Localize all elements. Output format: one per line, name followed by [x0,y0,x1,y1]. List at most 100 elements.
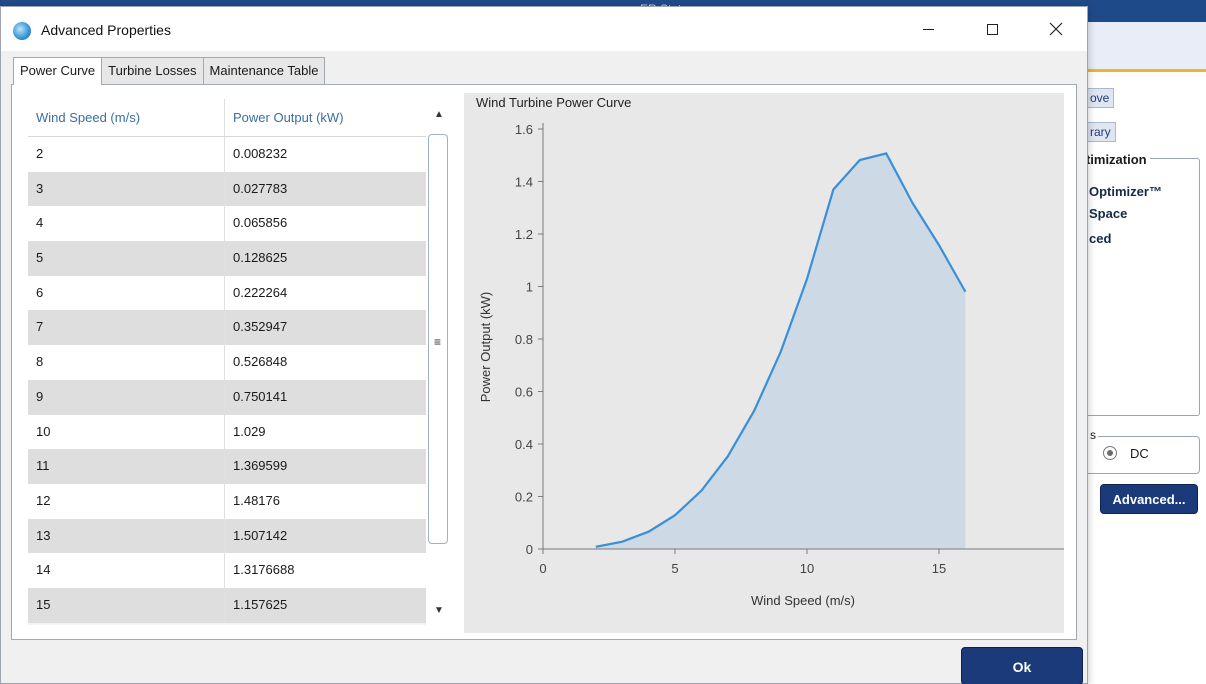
power-output-cell[interactable]: 1.029 [233,423,266,439]
y-tick-label: 0.4 [515,437,533,452]
x-tick-label: 0 [539,561,546,576]
x-tick-label: 15 [932,561,946,576]
close-button[interactable] [1033,7,1079,51]
power-output-cell[interactable]: 1.507142 [233,527,288,543]
background-ribbon [1085,22,1206,72]
wind-speed-cell[interactable]: 5 [28,241,225,276]
table-scrollbar[interactable]: ▲ ≡ ▼ [426,99,452,625]
scroll-down-arrow-icon[interactable]: ▼ [434,604,444,616]
table-body: 2 0.008232 3 0.027783 4 0.065856 5 0.128625 6 0.2… [28,137,426,623]
output-group-title: s [1088,428,1098,442]
table-row[interactable]: 4 0.065856 [28,206,426,242]
wind-speed-cell[interactable]: 3 [28,171,225,207]
y-tick-label: 1 [526,280,533,295]
power-output-cell[interactable]: 0.352947 [233,319,288,335]
table-row[interactable]: 8 0.526848 [28,345,426,380]
scroll-thumb[interactable]: ≡ [428,134,448,544]
power-curve-table: Wind Speed (m/s) Power Output (kW) 2 0.00… [28,99,452,625]
library-button[interactable]: rary [1085,122,1116,142]
tab-power-curve[interactable]: Power Curve [13,57,103,85]
x-axis-label: Wind Speed (m/s) [751,593,855,608]
column-header-power-output[interactable]: Power Output (kW) [233,110,344,125]
table-row[interactable]: 3 0.027783 [28,171,426,207]
table-row[interactable]: 12 1.48176 [28,483,426,519]
y-tick-label: 1.2 [515,227,533,242]
optimizer-option[interactable]: Optimizer™ [1089,184,1162,199]
wind-speed-cell[interactable]: 14 [28,553,225,588]
y-tick-label: 0.8 [515,332,533,347]
tab-bar: Power Curve Turbine Losses Maintenance T… [13,57,326,85]
power-curve-panel: Wind Speed (m/s) Power Output (kW) 2 0.00… [11,84,1077,640]
advanced-button[interactable]: Advanced... [1100,484,1198,514]
dc-radio[interactable] [1103,446,1117,460]
wind-speed-cell[interactable]: 10 [28,414,225,450]
y-tick-label: 1.4 [515,175,533,190]
minimize-icon [922,28,934,30]
wind-speed-cell[interactable]: 6 [28,275,225,311]
optimization-group-title: ptimization [1075,152,1150,167]
wind-speed-cell[interactable]: 4 [28,206,225,242]
wind-speed-cell[interactable]: 9 [28,379,225,415]
y-tick-label: 1.6 [515,122,533,137]
power-output-cell[interactable]: 0.027783 [233,180,288,196]
power-output-cell[interactable]: 0.526848 [233,354,288,370]
power-output-cell[interactable]: 1.369599 [233,458,288,474]
tab-maintenance-table[interactable]: Maintenance Table [202,57,326,84]
y-tick-label: 0.6 [515,385,533,400]
power-output-cell[interactable]: 0.222264 [233,284,288,300]
advanced-properties-dialog: Advanced Properties Power Curve Turbine … [0,6,1088,684]
scroll-grip-icon: ≡ [434,335,442,349]
scroll-up-arrow-icon[interactable]: ▲ [434,108,444,120]
y-tick-label: 0.2 [515,490,533,505]
x-tick-label: 5 [671,561,678,576]
dc-radio-label: DC [1130,446,1149,461]
wind-speed-cell[interactable]: 8 [28,345,225,380]
maximize-button[interactable] [969,7,1015,51]
dialog-titlebar[interactable]: Advanced Properties [1,7,1087,51]
space-option[interactable]: Space [1089,206,1128,221]
advanced-option[interactable]: ced [1089,231,1112,246]
maximize-icon [986,23,998,35]
app-globe-icon [13,22,31,40]
wind-speed-cell[interactable]: 12 [28,483,225,519]
move-button[interactable]: ove [1085,88,1115,108]
table-row[interactable]: 14 1.3176688 [28,553,426,588]
x-tick-label: 10 [800,561,814,576]
power-output-cell[interactable]: 1.3176688 [233,562,295,578]
power-output-cell[interactable]: 0.008232 [233,146,288,161]
power-curve-line [595,152,967,548]
table-row[interactable]: 6 0.222264 [28,275,426,311]
chart-title: Wind Turbine Power Curve [476,95,632,110]
power-output-cell[interactable]: 0.128625 [233,250,288,266]
power-output-cell[interactable]: 0.750141 [233,388,288,404]
table-row[interactable]: 13 1.507142 [28,518,426,554]
minimize-button[interactable] [905,7,951,51]
ok-button[interactable]: Ok [961,647,1083,684]
power-output-cell[interactable]: 1.48176 [233,492,280,508]
y-axis-label: Power Output (kW) [478,292,493,403]
table-header: Wind Speed (m/s) Power Output (kW) [28,99,426,137]
wind-speed-cell[interactable]: 7 [28,310,225,346]
background-panel [1085,75,1206,684]
table-row[interactable]: 9 0.750141 [28,379,426,415]
power-curve-area [595,153,966,549]
table-row[interactable]: 2 0.008232 [28,137,426,172]
close-icon [1049,22,1063,36]
table-row[interactable]: 11 1.369599 [28,449,426,484]
power-output-cell[interactable]: 0.065856 [233,215,288,231]
wind-speed-cell[interactable]: 15 [28,587,225,623]
power-output-cell[interactable]: 1.157625 [233,596,288,612]
wind-speed-cell[interactable]: 13 [28,518,225,554]
table-row[interactable]: 10 1.029 [28,414,426,450]
column-header-wind-speed[interactable]: Wind Speed (m/s) [28,99,225,136]
table-row[interactable]: 5 0.128625 [28,241,426,276]
table-row[interactable]: 7 0.352947 [28,310,426,346]
tab-turbine-losses[interactable]: Turbine Losses [101,57,204,84]
wind-speed-cell[interactable]: 2 [28,137,225,172]
wind-speed-cell[interactable]: 11 [28,449,225,484]
table-row[interactable]: 15 1.157625 [28,587,426,623]
dialog-title: Advanced Properties [41,22,171,38]
y-tick-label: 0 [526,542,533,557]
